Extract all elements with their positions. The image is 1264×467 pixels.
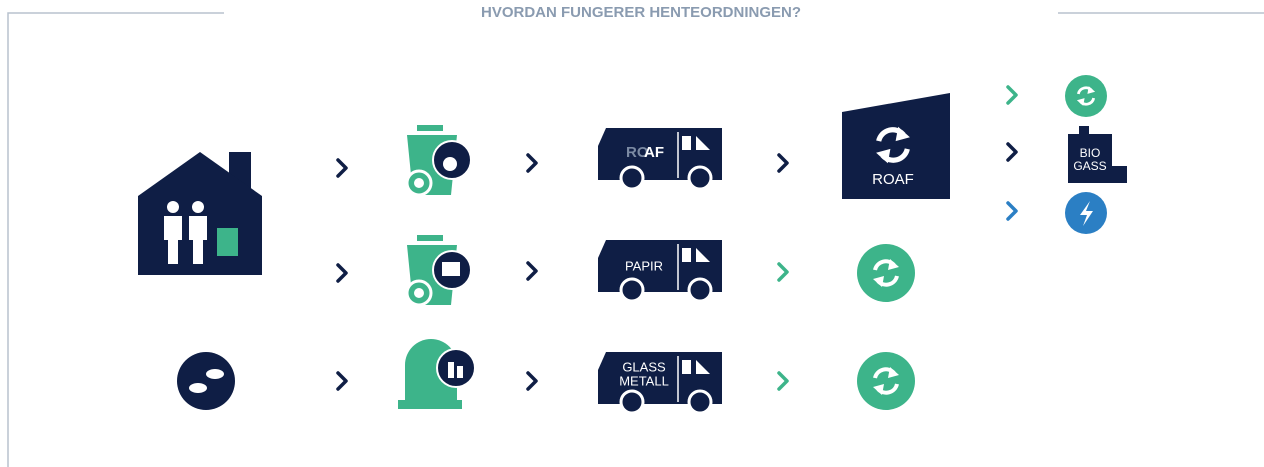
house xyxy=(138,152,262,275)
truck-label: GLASS xyxy=(622,359,666,374)
truck-label: PAPIR xyxy=(625,258,663,273)
glass-container xyxy=(398,339,476,409)
truck: PAPIR xyxy=(596,238,724,303)
biogas-label: BIO xyxy=(1080,146,1101,160)
footprint-icon xyxy=(177,352,235,410)
truck: RO AF xyxy=(596,126,724,191)
truck: GLASS METALL xyxy=(596,350,724,415)
facility-label: ROAF xyxy=(872,171,914,188)
title: HVORDAN FUNGERER HENTEORDNINGEN? xyxy=(481,4,801,21)
recycle-circle xyxy=(857,352,915,410)
truck-label: AF xyxy=(644,144,664,161)
biogas-label: GASS xyxy=(1073,159,1106,173)
bin-food xyxy=(405,123,472,197)
facility: ROAF xyxy=(842,93,950,199)
arrow-blue xyxy=(1006,201,1018,221)
frame xyxy=(7,12,1264,467)
energy-icon xyxy=(1065,192,1107,234)
truck-label: RO xyxy=(626,144,649,161)
bin-paper xyxy=(405,233,472,307)
biogas: BIO GASS xyxy=(1068,126,1127,183)
recycle-circle xyxy=(857,244,915,302)
truck-label: METALL xyxy=(619,373,669,388)
recycle-small xyxy=(1065,75,1107,117)
